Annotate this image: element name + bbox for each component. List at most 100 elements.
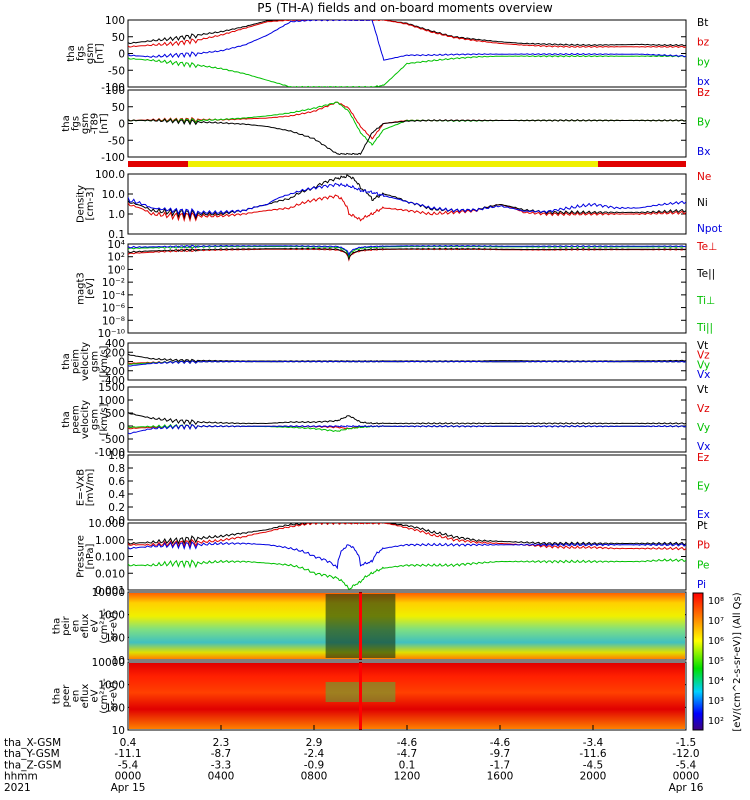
y-tick-label: 0: [118, 49, 125, 61]
y-tick-label: 10000: [92, 587, 125, 599]
plot-title: P5 (TH-A) fields and on-board moments ov…: [257, 1, 553, 15]
y-axis-label-line: fgs: [75, 46, 86, 61]
y-tick-label: 50: [112, 102, 125, 114]
axis-row-value: -9.7: [490, 748, 511, 760]
axis-row-label: hhmm: [4, 771, 38, 783]
axis-row-value: 0.4: [120, 737, 137, 749]
axis-row-value: -4.6: [490, 737, 511, 749]
colorbar: 10⁸ 10⁷ 10⁶ 10⁵ 10⁴ 10³ 10² [eV/(cm^2-s-sr-eV)]…: [692, 592, 743, 732]
y-tick-label: 10⁻⁴: [102, 290, 125, 302]
series-magt3-Ti: [128, 244, 686, 257]
series-group-pressure: [128, 523, 686, 590]
spectrogram-fill: [129, 593, 685, 659]
y-tick-label: 1.000: [95, 535, 125, 547]
panel-frame: [127, 454, 687, 521]
legend-vz: Vz: [697, 350, 710, 362]
spectrogram-frame: [127, 591, 687, 661]
legend-pt: Pt: [697, 520, 707, 532]
axis-row-value: -1.5: [676, 737, 697, 749]
y-tick-label: 400: [105, 338, 125, 350]
y-axis-label-line: [nPa]: [85, 543, 96, 569]
series-peim_velocity-Vt: [128, 353, 686, 363]
series-pressure-Pb: [128, 523, 686, 551]
y-tick-label: 10.0: [102, 189, 125, 201]
series-tha_fgs_gsm-by: [128, 54, 686, 87]
y-axis-label: Density[cm-3]: [75, 185, 96, 223]
legend-bx: Bx: [697, 146, 710, 158]
series-group-peim_velocity: [128, 353, 686, 367]
axis-row-value: 1600: [487, 771, 514, 783]
y-axis-label-line: gsm: [80, 113, 91, 134]
y-tick-label: 10²: [107, 252, 125, 264]
legend-ti: Ti||: [696, 322, 713, 334]
y-tick-label: -400: [101, 375, 125, 387]
legend-by: by: [697, 56, 710, 68]
panel-7: 1.00.80.60.40.20.0 E=-VxB[mV/m] Ez Ey Ex: [75, 450, 710, 527]
y-tick-label: 0.4: [108, 489, 125, 501]
legend-vt: Vt: [697, 384, 708, 396]
y-axis-label: magt3[eV]: [75, 272, 96, 305]
y-axis-label-line: [nT]: [94, 43, 105, 63]
y-axis-label-line: velocity: [80, 400, 91, 439]
legend-ex: Ex: [697, 509, 710, 521]
y-axis-label-line: -T89: [90, 113, 101, 135]
axis-row-value: -11.1: [114, 748, 141, 760]
y-axis-label-line: [km/s]: [99, 403, 110, 435]
legend-te: Te||: [696, 268, 715, 280]
y-axis-label-line: tha: [61, 115, 72, 131]
legend-vx: Vx: [697, 441, 710, 453]
y-axis-label: Pressure[nPa]: [75, 535, 96, 578]
axis-row-value: -2.4: [304, 748, 325, 760]
series-tha_fgs_gsm-bz: [128, 20, 686, 48]
y-tick-label: -1000: [94, 447, 125, 459]
series-peim_velocity-Vx: [128, 360, 686, 367]
y-tick-label: 0.100: [95, 552, 125, 564]
y-tick-label: 10⁻¹⁰: [98, 328, 125, 340]
series-group-density: [128, 174, 686, 223]
panel-frame: [127, 386, 687, 453]
spectrogram-fill: [129, 663, 685, 729]
y-axis-label-line: fgs: [71, 116, 82, 131]
y-axis-label-line: sr-eV): [109, 611, 120, 640]
y-tick-label: 100: [105, 702, 125, 714]
status-bar-yellow: [188, 161, 598, 167]
legend-vz: Vz: [697, 403, 710, 415]
axis-row-label: tha_X-GSM: [4, 737, 61, 749]
y-tick-label: -100: [101, 152, 125, 164]
axis-row-value: -4.5: [583, 759, 604, 771]
legend-vx: Vx: [697, 369, 710, 381]
y-tick-label: 100.0: [95, 169, 125, 181]
y-tick-label: 1500: [98, 382, 125, 394]
y-axis-label-line: tha: [61, 353, 72, 369]
y-axis-label-line: [eV]: [85, 278, 96, 299]
panel-3: 100.0 10.0 1.0 0.1 Density[cm-3] Ne Ni Npot: [75, 169, 722, 241]
y-axis-label-line: en: [71, 620, 82, 633]
series-magt3-Te: [128, 247, 686, 261]
axis-row-value: -5.4: [118, 759, 139, 771]
axis-row-value: Apr 15: [111, 782, 146, 794]
y-axis-label-line: [mV/m]: [85, 469, 96, 507]
legend-npot: Npot: [697, 223, 722, 235]
axis-row-label: tha_Y-GSM: [4, 748, 60, 760]
legend-bz: bz: [697, 37, 710, 49]
y-tick-label: 0.010: [95, 568, 125, 580]
y-axis-label-line: tha: [52, 618, 63, 634]
y-tick-label: 10⁻²: [102, 277, 125, 289]
y-axis-label-line: tha: [52, 688, 63, 704]
colorbar-label-text: [eV/(cm^2-s-sr-eV)] (All Qs): [732, 592, 743, 731]
y-axis-label-line: Density: [75, 185, 86, 223]
series-group-tha_fgs_gsm: [128, 20, 686, 87]
y-axis-label-line: tha: [61, 411, 72, 427]
y-tick-label: 100: [105, 15, 125, 27]
series-density-Ni: [128, 174, 686, 220]
axis-row-value: 2.3: [213, 737, 230, 749]
series-tha_fgs_gsm-Bt: [128, 20, 686, 47]
colorbar-label: [eV/(cm^2-s-sr-eV)] (All Qs): [732, 592, 743, 731]
